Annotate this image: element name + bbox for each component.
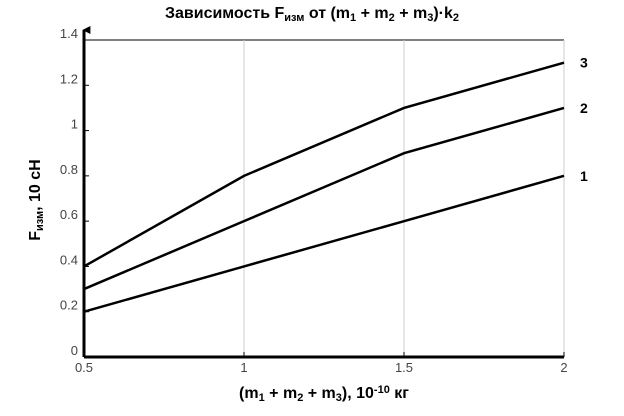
y-tick-label: 1	[71, 117, 78, 132]
text-part: + m	[265, 385, 297, 402]
line	[83, 174, 565, 313]
text-part: Зависимость F	[165, 5, 285, 22]
text-part: 2	[297, 392, 303, 404]
y-tick-label: 1.2	[60, 71, 78, 86]
line	[83, 61, 565, 268]
text-part: + m	[303, 385, 335, 402]
x-axis-label: (m1 + m2 + m3), 10-10 кг	[239, 384, 409, 404]
text-part: изм	[34, 211, 46, 231]
y-axis-label: Fизм, 10 сН	[27, 159, 46, 240]
text-part: , 10 сН	[27, 159, 44, 211]
text-part: + m	[356, 5, 388, 22]
y-tick-label: 1.4	[60, 26, 78, 41]
text-part: -10	[374, 384, 390, 396]
text-part: кг	[390, 385, 409, 402]
text-part: 2	[453, 12, 459, 24]
y-tick-label: 0	[71, 343, 78, 358]
x-tick-label: 1.5	[395, 360, 413, 375]
text-part: 3	[336, 392, 342, 404]
text-part: )·k	[433, 5, 453, 22]
x-tick-label: 2	[560, 360, 567, 375]
text-part: изм	[284, 12, 304, 24]
y-tick-label: 0.8	[60, 162, 78, 177]
text-part: 1	[259, 392, 265, 404]
y-tick-label: 0.4	[60, 252, 78, 267]
text-part: ), 10	[342, 385, 374, 402]
text-part: 1	[350, 12, 356, 24]
y-tick-label: 0.2	[60, 298, 78, 313]
series-label: 2	[580, 100, 588, 116]
x-tick-label: 0.5	[75, 360, 93, 375]
text-part: F	[27, 231, 44, 241]
text-part: + m	[395, 5, 427, 22]
series-label: 3	[580, 55, 588, 71]
text-part: 3	[427, 12, 433, 24]
y-tick-label: 0.6	[60, 207, 78, 222]
text-part: от (m	[304, 5, 350, 22]
text-part: (m	[239, 385, 259, 402]
series-label: 1	[580, 168, 588, 184]
text-part: 2	[389, 12, 395, 24]
x-tick-label: 1	[240, 360, 247, 375]
chart-title: Зависимость Fизм от (m1 + m2 + m3)·k2	[165, 5, 459, 24]
line	[83, 106, 565, 291]
